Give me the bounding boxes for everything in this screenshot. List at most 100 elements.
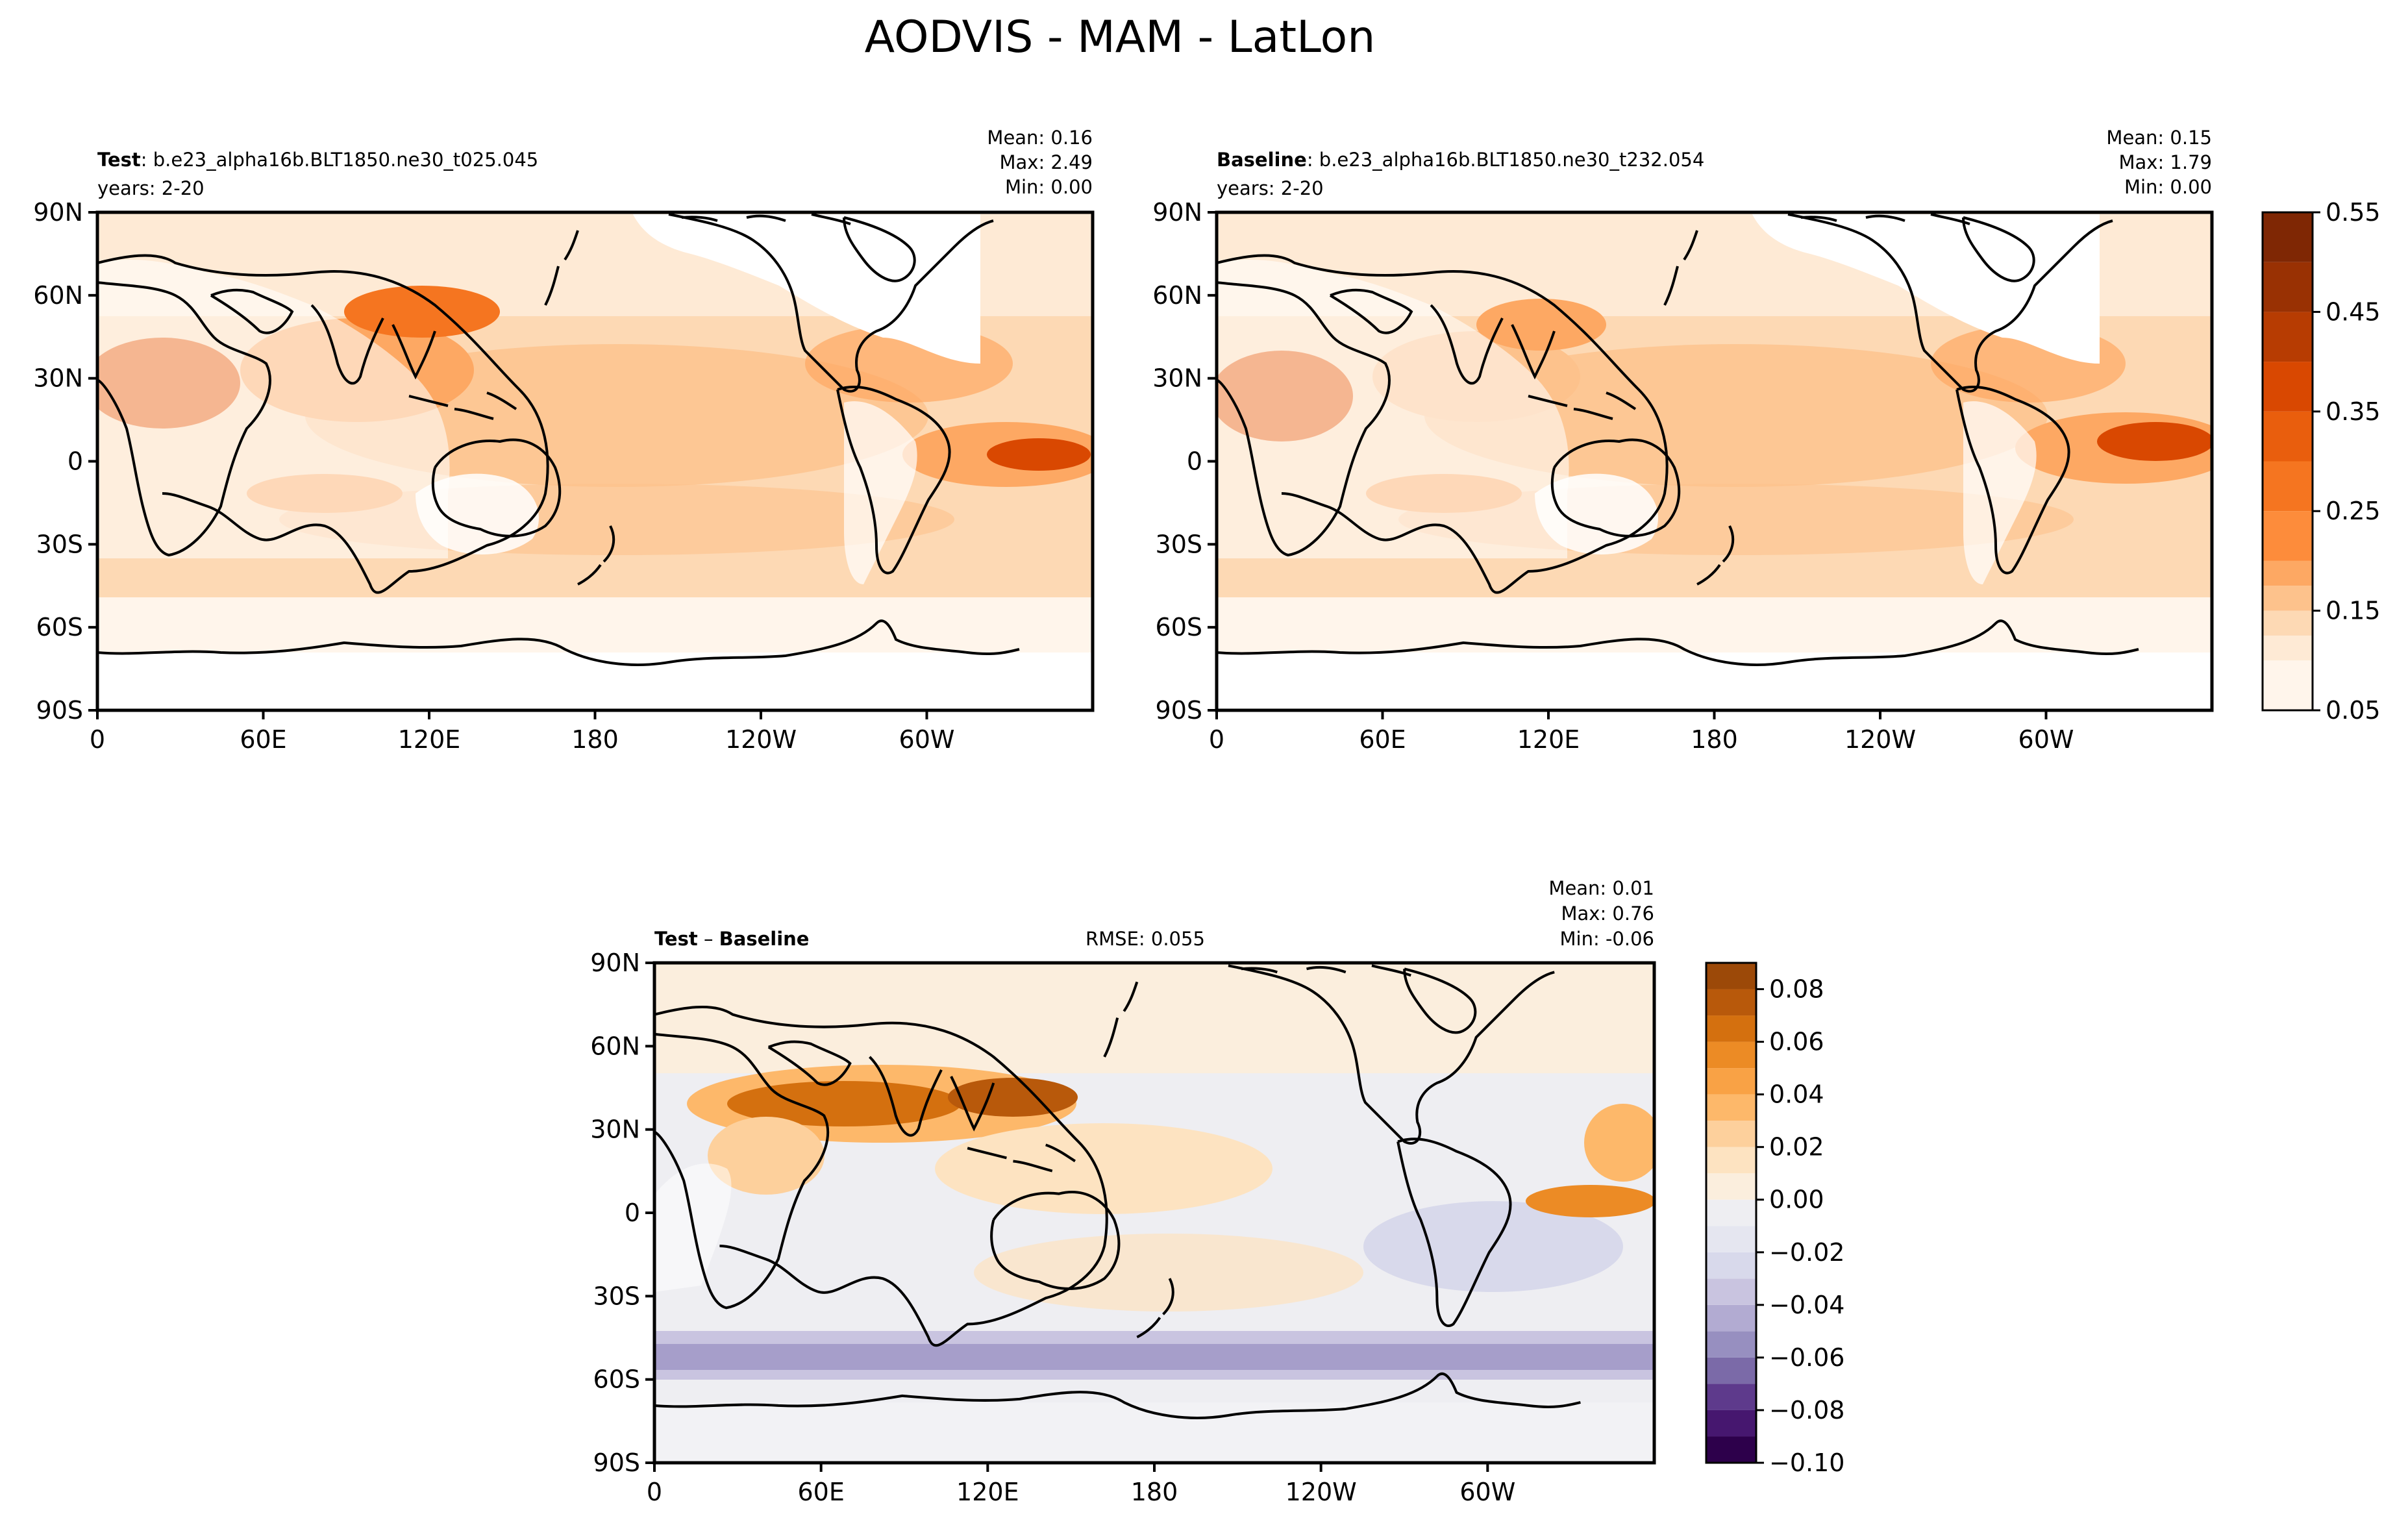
colorbar-segment xyxy=(1706,1068,1756,1095)
test-axes: 0 60E 120E 180 120W 60W 90N 60N 30N 0 30S 60S 90S xyxy=(33,198,954,754)
x-tick-label: 180 xyxy=(1131,1478,1178,1506)
y-tick-label: 90N xyxy=(33,198,83,227)
test-label-bold: Test xyxy=(97,149,141,171)
y-tick-label: 0 xyxy=(625,1199,640,1227)
baseline-years: years: 2-20 xyxy=(1217,177,1324,199)
x-tick-label: 0 xyxy=(1209,725,1224,754)
colorbar-tick-label: 0.25 xyxy=(2326,497,2381,525)
colorbar-tick-label: 0.00 xyxy=(1769,1186,1824,1214)
colorbar-segment xyxy=(1706,1041,1756,1069)
baseline-panel: Baseline: b.e23_alpha16b.BLT1850.ne30_t2… xyxy=(1152,127,2214,754)
colorbar-segment xyxy=(1706,1410,1756,1437)
x-tick-label: 60W xyxy=(1459,1478,1515,1506)
colorbar-segment xyxy=(1706,963,1756,989)
baseline-mean: Mean: 0.15 xyxy=(2106,127,2212,149)
y-tick-label: 60S xyxy=(1156,613,1202,641)
figure-title: AODVIS - MAM - LatLon xyxy=(865,12,1376,63)
colorbar-segment xyxy=(2263,411,2313,462)
colorbar-tick-label: 0.35 xyxy=(2326,397,2381,426)
colorbar-tick-label: 0.06 xyxy=(1769,1028,1824,1056)
diff-label-minus: – xyxy=(698,928,719,950)
diff-label-baseline: Baseline xyxy=(719,928,810,950)
x-tick-label: 60E xyxy=(1359,725,1406,754)
y-tick-label: 60S xyxy=(36,613,83,641)
colorbar-tick-label: 0.05 xyxy=(2326,696,2381,725)
colorbar-segment xyxy=(1706,1304,1756,1332)
test-years: years: 2-20 xyxy=(97,177,205,199)
colorbar-frame xyxy=(1705,962,1757,1464)
svg-text:Test – Baseline: Test – Baseline xyxy=(654,928,809,950)
x-tick-label: 180 xyxy=(571,725,619,754)
colorbar-segment xyxy=(1706,1094,1756,1121)
test-max: Max: 2.49 xyxy=(999,151,1093,173)
colorbar-segment xyxy=(1706,1015,1756,1042)
colorbar-segment xyxy=(1706,1199,1756,1226)
x-tick-label: 120W xyxy=(1844,725,1916,754)
colorbar-segment xyxy=(2263,610,2313,636)
colorbar-segment xyxy=(2263,312,2313,362)
colorbar-tick-label: −0.10 xyxy=(1769,1448,1844,1477)
colorbar-segment xyxy=(2263,560,2313,586)
colorbar-segment xyxy=(1706,989,1756,1016)
y-tick-label: 30N xyxy=(33,364,83,393)
test-panel: Test: b.e23_alpha16b.BLT1850.ne30_t025.0… xyxy=(33,127,1095,754)
diff-mean: Mean: 0.01 xyxy=(1548,877,1654,899)
x-tick-label: 60E xyxy=(240,725,286,754)
colorbar-segment xyxy=(1706,1331,1756,1358)
colorbar-segment xyxy=(1706,1357,1756,1384)
baseline-label-bold: Baseline xyxy=(1217,149,1307,171)
test-mean: Mean: 0.16 xyxy=(987,127,1093,149)
x-tick-label: 60E xyxy=(797,1478,844,1506)
colorbar-segment xyxy=(1706,1384,1756,1410)
diff-axes: 0 60E 120E 180 120W 60W 90N 60N 30N 0 30S 60S 90S xyxy=(590,949,1515,1506)
diff-panel: Test – Baseline RMSE: 0.055 Mean: 0.01 M… xyxy=(590,877,1656,1506)
svg-text:Baseline: b.e23_alpha16b.BLT18: Baseline: b.e23_alpha16b.BLT1850.ne30_t2… xyxy=(1217,149,1704,171)
diff-map-field xyxy=(654,963,1654,1463)
colorbar-aod: 0.05 0.15 0.25 0.35 0.45 0.55 xyxy=(2261,198,2381,725)
y-tick-label: 30N xyxy=(1152,364,1202,393)
colorbar-segment xyxy=(2263,362,2313,412)
colorbar-segment xyxy=(1706,1121,1756,1147)
colorbar-segment xyxy=(1706,1147,1756,1174)
colorbar-segment xyxy=(2263,586,2313,611)
y-tick-label: 0 xyxy=(68,447,83,476)
x-tick-label: 120E xyxy=(1517,725,1580,754)
test-map-field xyxy=(97,212,1093,710)
y-tick-label: 90N xyxy=(1152,198,1202,227)
baseline-map-field xyxy=(1217,212,2212,710)
colorbar-segment xyxy=(2263,461,2313,512)
x-tick-label: 0 xyxy=(647,1478,662,1506)
colorbar-tick-label: 0.45 xyxy=(2326,297,2381,326)
colorbar-tick-label: −0.06 xyxy=(1769,1343,1844,1372)
colorbar-segment xyxy=(2263,660,2313,710)
colorbar-frame xyxy=(2261,211,2314,712)
y-tick-label: 90S xyxy=(593,1448,640,1477)
x-tick-label: 120E xyxy=(956,1478,1019,1506)
colorbar-segment xyxy=(2263,635,2313,661)
x-tick-label: 0 xyxy=(90,725,105,754)
colorbar-segment xyxy=(1706,1226,1756,1252)
test-label-case: : b.e23_alpha16b.BLT1850.ne30_t025.045 xyxy=(141,149,538,171)
y-tick-label: 0 xyxy=(1187,447,1202,476)
baseline-max: Max: 1.79 xyxy=(2118,151,2212,173)
colorbar-tick-label: 0.15 xyxy=(2326,597,2381,625)
x-tick-label: 60W xyxy=(899,725,955,754)
colorbar-difference: 0.08 0.06 0.04 0.02 0.00 −0.02 −0.04 −0.06 −0.08… xyxy=(1705,962,1844,1477)
colorbar-segment xyxy=(1706,1173,1756,1200)
y-tick-label: 90S xyxy=(36,696,83,725)
colorbar-segment xyxy=(2263,511,2313,561)
colorbar-segment xyxy=(2263,212,2313,262)
x-tick-label: 180 xyxy=(1691,725,1738,754)
colorbar-tick-label: 0.08 xyxy=(1769,975,1824,1004)
test-min: Min: 0.00 xyxy=(1005,176,1093,198)
diff-min: Min: -0.06 xyxy=(1560,928,1654,950)
y-tick-label: 60N xyxy=(590,1032,640,1060)
y-tick-label: 30S xyxy=(1156,530,1202,558)
colorbar-tick-label: −0.04 xyxy=(1769,1291,1844,1319)
colorbar-tick-label: 0.55 xyxy=(2326,198,2381,227)
baseline-axes: 0 60E 120E 180 120W 60W 90N 60N 30N 0 30S 60S 90S xyxy=(1152,198,2074,754)
colorbar-segment xyxy=(1706,1436,1756,1463)
y-tick-label: 60N xyxy=(1152,281,1202,310)
colorbar-tick-label: −0.02 xyxy=(1769,1238,1844,1267)
